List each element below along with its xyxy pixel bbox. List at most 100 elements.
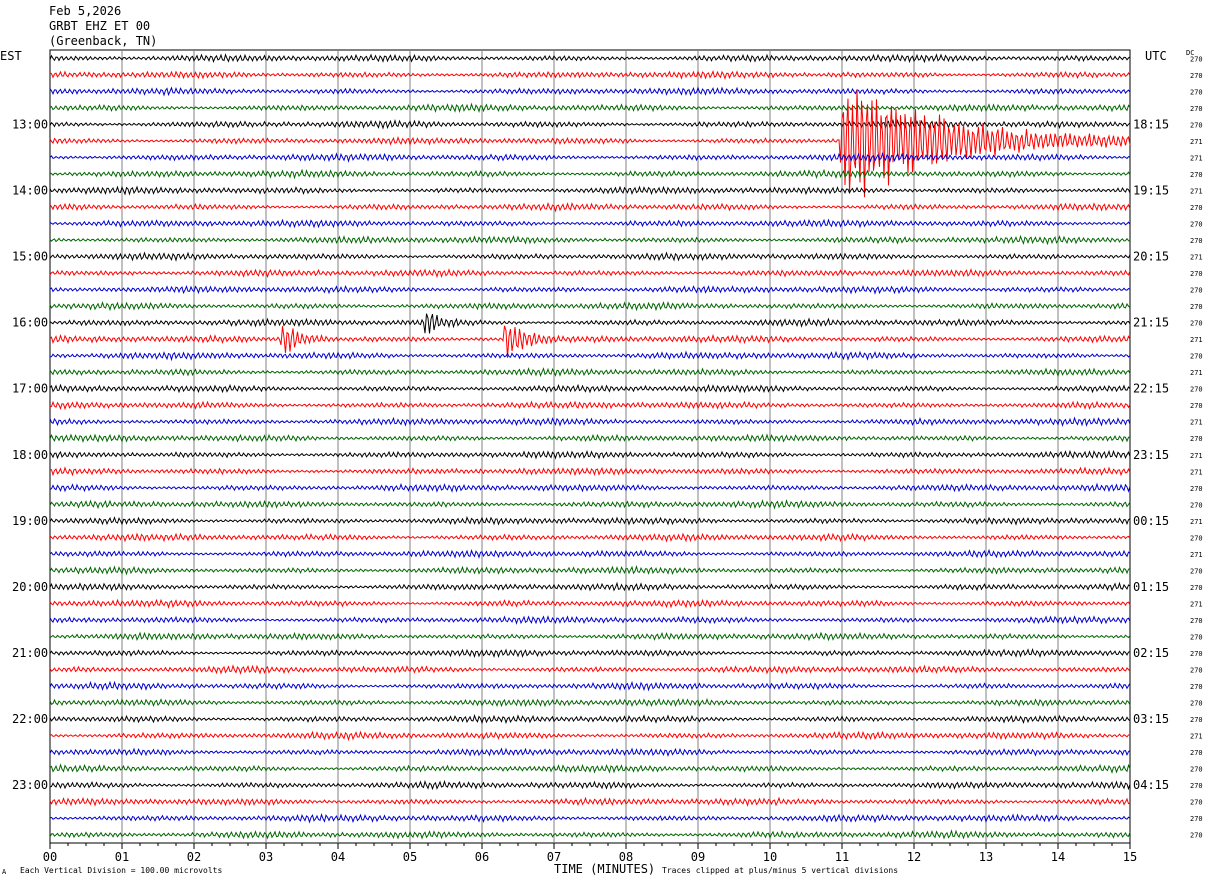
right-time-label: 01:15	[1133, 580, 1169, 594]
x-tick-label: 11	[835, 850, 849, 864]
right-timezone-label: UTC	[1145, 49, 1167, 63]
trace-row-39	[49, 680, 1131, 692]
dc-offset-value: 271	[1190, 254, 1203, 262]
dc-offset-value: 270	[1190, 782, 1203, 790]
right-time-label: 19:15	[1133, 183, 1169, 197]
left-hour-label: 17:00	[12, 382, 48, 396]
trace-row-13	[49, 251, 1131, 262]
x-tick-label: 06	[475, 850, 489, 864]
left-hour-label: 15:00	[12, 250, 48, 264]
left-hour-label: 16:00	[12, 316, 48, 330]
dc-offset-value: 270	[1190, 270, 1203, 278]
left-hour-label: 14:00	[12, 183, 48, 197]
trace-row-10	[49, 201, 1131, 213]
x-tick-label: 15	[1123, 850, 1137, 864]
x-tick-label: 02	[187, 850, 201, 864]
trace-row-42	[49, 730, 1131, 742]
x-tick-label: 09	[691, 850, 705, 864]
dc-offset-value: 270	[1190, 237, 1203, 245]
trace-row-3	[49, 86, 1131, 97]
header-date: Feb 5,2026	[49, 4, 122, 18]
plot-frame	[49, 49, 1131, 844]
right-time-label: 04:15	[1133, 778, 1169, 792]
trace-row-45	[49, 779, 1131, 791]
trace-row-21	[49, 383, 1131, 394]
dc-offset-value: 271	[1190, 187, 1203, 195]
trace-row-2	[49, 69, 1131, 80]
dc-offset-value: 270	[1190, 667, 1203, 675]
trace-row-8	[49, 168, 1131, 180]
dc-offset-value: 270	[1190, 501, 1203, 509]
dc-offset-value: 270	[1190, 105, 1203, 113]
right-time-label: 20:15	[1133, 250, 1169, 264]
dc-offset-value: 270	[1190, 220, 1203, 228]
trace-row-24	[49, 433, 1131, 443]
left-hour-label: 22:00	[12, 712, 48, 726]
trace-row-7	[49, 151, 1131, 163]
trace-row-6	[49, 89, 1131, 198]
dc-offset-value: 270	[1190, 88, 1203, 96]
trace-row-46	[49, 796, 1131, 807]
trace-row-18	[49, 325, 1131, 358]
right-time-label: 03:15	[1133, 712, 1169, 726]
dc-offset-value: 270	[1190, 287, 1203, 295]
trace-row-32	[49, 564, 1131, 576]
dc-offset-label: DC	[1186, 49, 1195, 57]
footer-scale-text: Each Vertical Division = 100.00 microvol…	[20, 866, 223, 875]
trace-row-36	[49, 631, 1131, 642]
trace-row-22	[49, 400, 1131, 411]
x-tick-label: 01	[115, 850, 129, 864]
dc-offset-value: 270	[1190, 171, 1203, 179]
trace-row-41	[49, 713, 1131, 725]
dc-offset-value: 271	[1190, 419, 1203, 427]
dc-offset-value: 270	[1190, 799, 1203, 807]
right-time-label: 18:15	[1133, 117, 1169, 131]
dc-offset-value: 270	[1190, 815, 1203, 823]
x-tick-label: 10	[763, 850, 777, 864]
trace-row-11	[49, 218, 1131, 229]
dc-offset-value: 270	[1190, 832, 1203, 840]
right-time-label: 02:15	[1133, 646, 1169, 660]
dc-offset-value: 271	[1190, 600, 1203, 608]
trace-row-5	[49, 118, 1131, 130]
x-tick-label: 14	[1051, 850, 1065, 864]
dc-offset-value: 270	[1190, 617, 1203, 625]
x-axis-title: TIME (MINUTES)	[554, 862, 656, 876]
left-hour-label: 21:00	[12, 646, 48, 660]
trace-row-23	[49, 416, 1131, 427]
trace-row-19	[49, 350, 1131, 362]
x-tick-label: 04	[331, 850, 345, 864]
dc-offset-value: 270	[1190, 534, 1203, 542]
dc-offset-value: 271	[1190, 336, 1203, 344]
trace-row-14	[49, 268, 1131, 279]
dc-offset-value: 270	[1190, 72, 1203, 80]
right-time-label: 00:15	[1133, 514, 1169, 528]
header-station: GRBT EHZ ET 00	[49, 19, 151, 33]
trace-row-37	[49, 648, 1131, 658]
dc-offset-value: 271	[1190, 369, 1203, 377]
trace-row-26	[50, 466, 1131, 477]
right-time-label: 23:15	[1133, 448, 1169, 462]
dc-offset-value: 270	[1190, 567, 1203, 575]
left-hour-label: 18:00	[12, 448, 48, 462]
left-hour-label: 13:00	[12, 117, 48, 131]
trace-row-29	[49, 516, 1131, 526]
dc-offset-value: 270	[1190, 650, 1203, 658]
trace-row-48	[49, 829, 1131, 840]
trace-row-31	[49, 548, 1131, 559]
dc-offset-value: 271	[1190, 154, 1203, 162]
dc-offset-value: 270	[1190, 485, 1203, 493]
dc-offset-value: 270	[1190, 633, 1203, 641]
dc-offset-value: 271	[1190, 518, 1203, 526]
dc-offset-value: 270	[1190, 749, 1203, 757]
trace-row-15	[49, 284, 1131, 295]
trace-row-35	[49, 615, 1131, 625]
left-hour-label: 19:00	[12, 514, 48, 528]
trace-row-38	[49, 664, 1131, 675]
x-tick-label: 13	[979, 850, 993, 864]
dc-offset-value: 270	[1190, 320, 1203, 328]
trace-row-33	[49, 581, 1131, 592]
x-tick-label: 00	[43, 850, 57, 864]
dc-offset-value: 271	[1190, 551, 1203, 559]
